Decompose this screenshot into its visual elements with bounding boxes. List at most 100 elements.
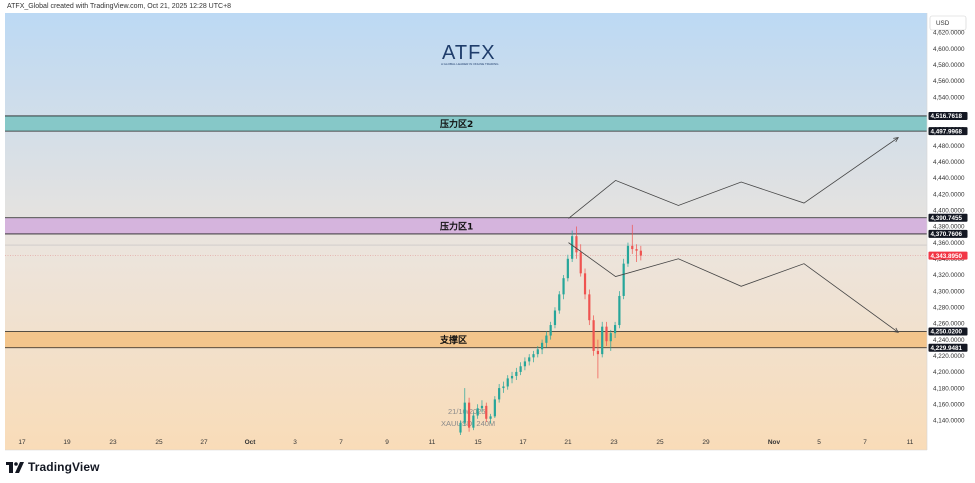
candle-body <box>467 402 471 428</box>
atfx-logo-text: ATFX <box>442 42 496 64</box>
zone-1 <box>5 115 927 132</box>
candle-body <box>540 342 544 350</box>
candle-body <box>506 378 509 387</box>
price-tick-label: 4,200.0000 <box>933 369 965 376</box>
candle <box>635 244 638 263</box>
date-tick-label: 3 <box>293 439 297 446</box>
candle <box>639 245 642 261</box>
candle <box>601 321 604 358</box>
price-level-tag: 4,390.7455 <box>928 213 968 222</box>
candle-body <box>532 354 535 358</box>
candle <box>506 375 509 390</box>
candle <box>605 321 608 347</box>
candle-body <box>635 249 638 251</box>
candle-body <box>485 405 488 419</box>
candle-body <box>605 326 608 342</box>
candle-body <box>519 366 522 372</box>
svg-text:4,370.7606: 4,370.7606 <box>931 231 963 238</box>
candle <box>472 412 475 431</box>
currency-button[interactable]: USD <box>929 15 967 31</box>
candle <box>588 289 591 326</box>
candle <box>575 226 578 259</box>
price-tick-label: 4,480.0000 <box>933 143 965 150</box>
candle <box>558 291 561 314</box>
candle <box>613 321 617 338</box>
candle-body <box>558 294 561 311</box>
zones-layer <box>5 115 927 349</box>
date-tick-label: 21 <box>564 439 572 446</box>
price-axis[interactable]: USD 4,620.0000 4,600.0000 4,580.0000 4,560.… <box>926 13 975 450</box>
zone-2-label: 压力区1 <box>440 220 473 232</box>
currency-button-box <box>929 15 967 31</box>
candle-body <box>562 278 565 295</box>
price-tick-label: 4,560.0000 <box>933 78 965 85</box>
candle <box>510 371 514 384</box>
candle <box>523 357 527 371</box>
date-tick-label: 7 <box>863 439 867 446</box>
price-tick-label: 4,380.0000 <box>933 224 965 231</box>
candle <box>459 420 462 435</box>
tradingview-brand: TradingView <box>28 460 100 474</box>
price-tick-label: 4,300.0000 <box>933 288 965 295</box>
candle-body <box>523 361 527 367</box>
candle-body <box>528 357 531 362</box>
footer: TradingView <box>6 458 100 476</box>
zone-3-label: 支撑区 <box>439 334 467 346</box>
candle-body <box>566 258 569 279</box>
candle <box>609 329 612 351</box>
zone-1-label: 压力区2 <box>440 118 473 130</box>
candle <box>622 258 625 300</box>
candle <box>545 331 548 348</box>
candle <box>463 388 466 427</box>
price-tick-label: 4,460.0000 <box>933 159 965 166</box>
candle-body <box>510 375 514 379</box>
current-price-tag: 4,343.8950 <box>928 251 968 260</box>
svg-text:4,229.9481: 4,229.9481 <box>931 345 963 352</box>
price-tick-label: 4,320.0000 <box>933 272 965 279</box>
price-tick-label: 4,400.0000 <box>933 208 965 215</box>
chart-header-caption: ATFX_Global created with TradingView.com… <box>7 3 232 10</box>
candle-body <box>549 325 552 336</box>
projection-down-arrow-arrowhead <box>893 327 899 333</box>
zone-2 <box>5 217 927 234</box>
projection-up-arrow-arrowhead <box>893 137 899 143</box>
price-tick-label: 4,440.0000 <box>933 175 965 182</box>
svg-text:4,497.9968: 4,497.9968 <box>931 128 963 135</box>
candle <box>571 230 574 263</box>
candle-body <box>592 320 595 351</box>
price-level-tag: 4,250.0200 <box>928 327 968 336</box>
zone-3 <box>5 331 927 348</box>
candle <box>502 381 505 393</box>
price-chart[interactable]: ATFX A GLOBAL LEADER IN ONLINE TRADING 2… <box>0 0 975 458</box>
watermark-date: 21/10/2025 <box>448 407 486 416</box>
projection-layer <box>568 137 899 333</box>
candle-body <box>463 402 466 423</box>
candle-body <box>493 399 496 417</box>
price-level-tag: 4,370.7606 <box>928 229 968 238</box>
candle-body <box>583 273 587 295</box>
price-tick-label: 4,140.0000 <box>933 418 965 425</box>
time-axis[interactable]: 17 19 23 25 27 Oct 3 7 9 11 15 17 21 23 25 29 Nov 5 7 11 <box>5 439 927 451</box>
candle <box>519 362 522 376</box>
candle-body <box>472 415 475 428</box>
projection-down-arrow <box>568 242 899 333</box>
date-tick-label: 17 <box>18 439 26 446</box>
date-tick-label: 11 <box>429 439 436 446</box>
candle <box>528 354 531 366</box>
candle-body <box>480 405 484 409</box>
candle-body <box>498 388 501 400</box>
price-tick-label: 4,220.0000 <box>933 353 965 360</box>
candle <box>536 346 539 358</box>
candle <box>532 350 535 363</box>
candle-body <box>459 422 462 433</box>
date-tick-label: 27 <box>200 439 208 446</box>
horizontal-lines-layer <box>5 244 927 256</box>
candle <box>618 291 621 329</box>
candle-body <box>613 325 617 334</box>
date-tick-label: Oct <box>245 439 257 446</box>
candle <box>489 413 492 424</box>
svg-text:4,343.8950: 4,343.8950 <box>931 253 963 260</box>
date-tick-label: Nov <box>768 439 781 446</box>
date-tick-label: 7 <box>339 439 343 446</box>
candle-body <box>579 252 582 274</box>
